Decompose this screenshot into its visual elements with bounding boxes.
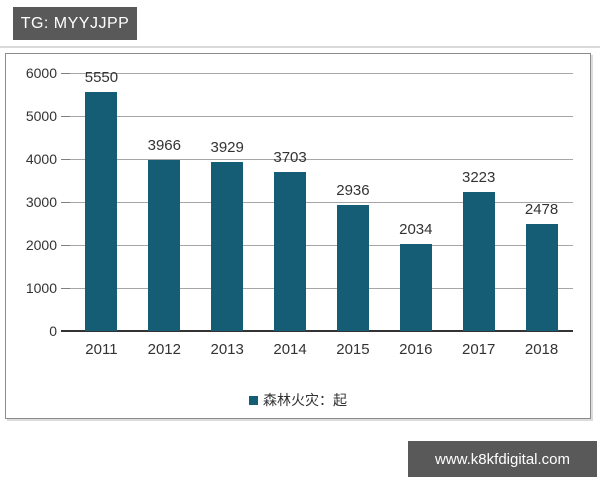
y-axis-label: 2000 (25, 237, 57, 253)
x-axis-label: 2014 (273, 341, 307, 358)
legend-marker-swatch (249, 395, 258, 405)
bar-value-label: 3223 (462, 169, 496, 187)
bar-group: 5550 2011 (70, 69, 133, 358)
bar-value-label: 2478 (524, 201, 559, 219)
bar-group: 3929 2013 (196, 73, 259, 358)
bar-2011 (85, 92, 118, 331)
gridline (70, 288, 573, 289)
x-axis-label: 2015 (336, 341, 370, 358)
y-axis-label: 6000 (25, 65, 57, 81)
watermark-url: www.k8kfdigital.com (434, 450, 571, 468)
y-axis-tick (61, 159, 70, 160)
gridline (70, 159, 573, 160)
y-axis-label: 3000 (25, 194, 57, 210)
x-axis-label: 2017 (462, 341, 496, 358)
bar-value-label: 3703 (273, 148, 307, 166)
bar-value-label: 5550 (84, 69, 119, 87)
legend-label: 森林火灾：起 (263, 392, 347, 408)
y-axis-tick (61, 202, 70, 203)
gridline (70, 202, 573, 203)
gridline (70, 73, 573, 74)
bar-group: 2034 2016 (384, 73, 447, 358)
bar-2017 (462, 192, 495, 331)
bar-group: 2936 2015 (322, 73, 385, 358)
bar-value-label: 2034 (399, 220, 433, 238)
x-axis-line (61, 330, 573, 332)
bar-group: 3966 2012 (133, 73, 196, 358)
y-axis-tick (61, 245, 70, 246)
source-tag-label: TG: MYYJJPP (20, 14, 130, 32)
plot-area: 0 1000 2000 3000 4000 5000 6000 5550 2011 3966 201… (26, 65, 573, 358)
y-axis-tick (61, 288, 70, 289)
watermark-banner: www.k8kfdigital.com (408, 441, 597, 477)
bar-2018 (525, 224, 558, 331)
x-axis-label: 2018 (524, 341, 559, 358)
bar-group: 2478 2018 (510, 73, 573, 358)
y-axis-label: 1000 (25, 280, 57, 296)
x-axis-label: 2012 (147, 341, 181, 358)
bar-value-label: 2936 (336, 181, 370, 199)
bar-2014 (274, 171, 307, 331)
bar-2015 (336, 204, 369, 331)
y-axis-label: 4000 (25, 151, 57, 167)
bar-value-label: 3966 (147, 137, 181, 155)
y-axis-label: 0 (49, 323, 57, 339)
gridline (70, 245, 573, 246)
x-axis-label: 2016 (399, 341, 433, 358)
top-separator (0, 46, 600, 48)
chart-legend: 森林火灾：起 (6, 390, 590, 410)
bar-group: 3703 2014 (259, 73, 322, 358)
bar-group: 3223 2017 (447, 73, 510, 358)
y-axis-label: 5000 (25, 108, 57, 124)
chart-panel: 0 1000 2000 3000 4000 5000 6000 5550 2011 3966 201… (5, 53, 591, 419)
bar-2012 (148, 160, 181, 331)
x-axis-label: 2011 (85, 341, 118, 358)
bar-value-label: 3929 (210, 139, 244, 157)
bar-2016 (399, 243, 432, 331)
bar-2013 (211, 162, 244, 331)
y-axis-tick (61, 73, 70, 74)
gridline (70, 116, 573, 117)
y-axis-tick (61, 116, 70, 117)
source-tag-badge: TG: MYYJJPP (13, 7, 137, 40)
x-axis-label: 2013 (210, 341, 244, 358)
